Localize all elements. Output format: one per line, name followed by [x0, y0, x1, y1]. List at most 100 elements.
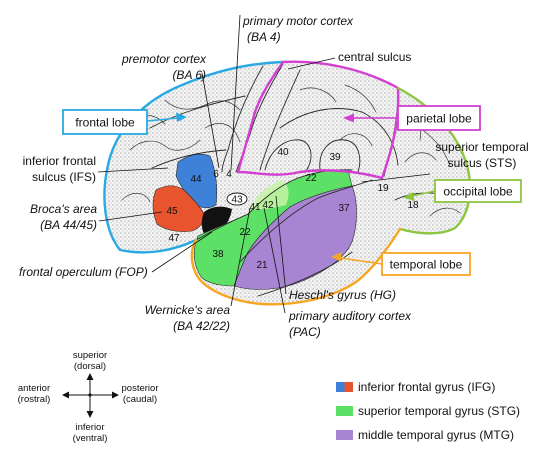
area-43-oval [226, 192, 248, 206]
brodmann-area-22-posterior-label: 22 [305, 173, 317, 184]
legend-item-ifg: inferior frontal gyrus (IFG) [336, 380, 495, 394]
temporal-lobe-label: temporal lobe [390, 258, 463, 272]
occipital-lobe-arrow-line [411, 190, 436, 197]
occipital-lobe-callout: occipital lobe [403, 179, 522, 203]
legend-swatch-ifg-blue [336, 382, 345, 392]
brodmann-area-39-label: 39 [329, 152, 341, 163]
legend: inferior frontal gyrus (IFG) superior te… [336, 380, 520, 442]
compass-inferior-label: inferior [75, 422, 104, 433]
compass-superior-label: superior [73, 350, 107, 361]
inferior-frontal-sulcus-label-line2: sulcus (IFS) [32, 170, 96, 184]
brodmann-area-4-label: 4 [226, 169, 232, 180]
compass-rostral-label: (rostral) [18, 394, 51, 405]
parietal-lobe-box [397, 105, 481, 131]
primary-motor-cortex-label: primary motor cortex [242, 14, 354, 28]
wernickes-area-label: Wernicke's area [145, 303, 231, 317]
frontal-operculum-leader [151, 231, 213, 273]
wernickes-area-leader [230, 207, 251, 307]
compass-left-arrow-icon [62, 391, 69, 399]
frontal-operculum-label: frontal operculum (FOP) [19, 265, 148, 279]
occipital-lobe-box [434, 179, 522, 203]
brodmann-area-19-label: 19 [377, 183, 389, 194]
wernickes-area-ba-label: (BA 42/22) [173, 319, 230, 333]
premotor-cortex-area-label: (BA 6) [172, 68, 206, 82]
compass-caudal-label: (caudal) [123, 394, 157, 405]
supramarginal-fold-line [264, 139, 312, 173]
fold-line [299, 87, 337, 103]
premotor-cortex-leader [201, 72, 220, 169]
parietal-lobe-arrowhead-icon [343, 113, 354, 123]
inferior-frontal-sulcus-label-line1: inferior frontal [23, 154, 96, 168]
primary-auditory-cortex-abbr-label: (PAC) [289, 325, 321, 339]
brodmann-area-41-label: 41 [249, 202, 261, 213]
occipital-lobe-arrowhead-icon [403, 192, 415, 201]
brocas-area-leader [98, 211, 163, 222]
superior-temporal-sulcus-label-line2: sulcus (STS) [448, 156, 517, 170]
frontal-lobe-callout: frontal lobe [62, 109, 187, 135]
occipital-lobe-label: occipital lobe [443, 185, 513, 199]
primary-auditory-cortex-leader [263, 207, 286, 314]
legend-item-mtg: middle temporal gyrus (MTG) [336, 428, 514, 442]
frontal-lobe-outline [103, 60, 285, 254]
fold-line [129, 139, 201, 151]
parietal-lobe-label: parietal lobe [406, 112, 472, 126]
temporal-lobe-callout: temporal lobe [331, 252, 471, 276]
brodmann-area-40-label: 40 [277, 147, 289, 158]
central-sulcus-leader [287, 57, 336, 70]
brodmann-area-47-label: 47 [168, 233, 180, 244]
brain-hemisphere: 44 45 47 6 4 43 41 42 40 39 22 22 37 38 … [103, 60, 472, 306]
legend-swatch-mtg [336, 430, 353, 440]
orientation-compass: superior (dorsal) inferior (ventral) ant… [18, 350, 159, 444]
inferior-frontal-sulcus-leader [97, 167, 169, 173]
fold-line [204, 123, 241, 143]
primary-motor-cortex-area-label: (BA 4) [247, 30, 281, 44]
fold-line [339, 133, 373, 147]
compass-up-arrow-icon [86, 373, 94, 380]
legend-item-stg: superior temporal gyrus (STG) [336, 404, 520, 418]
frontal-lobe-arrow-line [146, 117, 179, 122]
brodmann-area-42-label: 42 [262, 200, 274, 211]
heschls-gyrus-label: Heschl's gyrus (HG) [289, 288, 396, 302]
compass-anterior-label: anterior [18, 383, 50, 394]
angular-fold-line [319, 139, 361, 173]
frontal-lobe-label: frontal lobe [75, 116, 135, 130]
leader-lines [97, 14, 431, 314]
temporal-lobe-arrow-line [340, 257, 383, 265]
superior-temporal-sulcus-leader [361, 173, 431, 183]
inferior-frontal-sulcus-line [151, 149, 227, 169]
temporal-lobe-arrowhead-icon [331, 252, 342, 262]
fold-line [164, 99, 241, 111]
brocas-area-label: Broca's area [30, 202, 97, 216]
central-sulcus-label: central sulcus [338, 50, 411, 64]
legend-label-stg: superior temporal gyrus (STG) [358, 404, 520, 418]
parietal-lobe-callout: parietal lobe [343, 105, 481, 131]
brodmann-area-45-label: 45 [166, 206, 178, 217]
precentral-sulcus-line [221, 65, 264, 173]
brocas-area-ba-label: (BA 44/45) [40, 218, 97, 232]
temporal-lobe-box [381, 252, 471, 276]
legend-label-mtg: middle temporal gyrus (MTG) [358, 428, 514, 442]
superior-temporal-sulcus-line [239, 179, 373, 263]
postcentral-sulcus-line [259, 69, 301, 171]
fold-line [344, 84, 377, 113]
brodmann-area-6-label: 6 [213, 169, 219, 180]
brodmann-area-37-label: 37 [338, 203, 350, 214]
annotation-labels: primary motor cortex (BA 4) premotor cor… [19, 14, 529, 339]
fold-line [404, 152, 437, 163]
inferior-frontal-gyrus-ba45-region [152, 185, 205, 232]
legend-swatch-stg [336, 406, 353, 416]
heschls-gyrus-leader [275, 195, 287, 295]
premotor-cortex-label: premotor cortex [121, 52, 207, 66]
compass-dorsal-label: (dorsal) [74, 361, 106, 372]
compass-down-arrow-icon [86, 411, 94, 418]
frontal-lobe-arrowhead-icon [176, 112, 187, 122]
brodmann-area-44-label: 44 [190, 174, 202, 185]
fold-line [121, 193, 151, 203]
brodmann-area-43-label: 43 [231, 195, 243, 206]
legend-label-ifg: inferior frontal gyrus (IFG) [358, 380, 495, 394]
superior-temporal-sulcus-label-line1: superior temporal [435, 140, 528, 154]
compass-center-dot [88, 393, 92, 397]
brodmann-area-38-label: 38 [212, 249, 224, 260]
parietal-lobe-outline [236, 60, 400, 180]
